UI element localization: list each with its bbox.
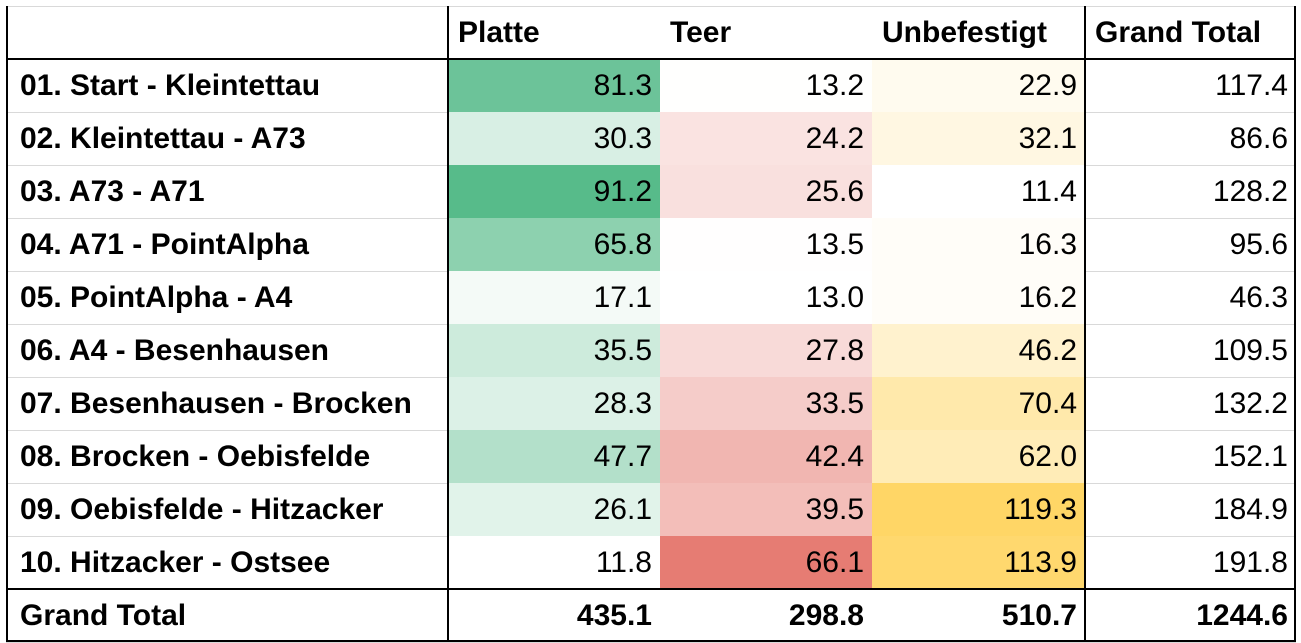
value-cell[interactable]: 32.1 <box>872 112 1085 165</box>
value-cell[interactable]: 39.5 <box>660 483 872 536</box>
border-left <box>6 6 8 642</box>
value-cell[interactable]: 13.2 <box>660 59 872 112</box>
row-label[interactable]: 07. Besenhausen - Brocken <box>20 387 412 420</box>
header-cell[interactable]: Platte <box>458 16 540 49</box>
value-cell[interactable]: 16.2 <box>872 271 1085 324</box>
row-total-cell[interactable]: 184.9 <box>1212 493 1288 526</box>
header-cell[interactable]: Unbefestigt <box>882 16 1047 49</box>
value-cell[interactable]: 17.1 <box>448 271 660 324</box>
row-label[interactable]: 06. A4 - Besenhausen <box>20 334 330 367</box>
row-label[interactable]: 05. PointAlpha - A4 <box>20 281 293 314</box>
row-label[interactable]: 04. A71 - PointAlpha <box>20 228 309 261</box>
grand-total-cell[interactable]: 510.7 <box>1001 599 1077 632</box>
border-header <box>6 58 1296 60</box>
value-cell[interactable]: 113.9 <box>872 536 1085 589</box>
value-cell[interactable]: 46.2 <box>872 324 1085 377</box>
row-total-cell[interactable]: 128.2 <box>1212 175 1288 208</box>
row-label[interactable]: 08. Brocken - Oebisfelde <box>20 440 371 473</box>
value-cell[interactable]: 70.4 <box>872 377 1085 430</box>
value-cell[interactable]: 11.8 <box>448 536 660 589</box>
row-label[interactable]: 03. A73 - A71 <box>20 175 205 208</box>
grand-total-label[interactable]: Grand Total <box>20 599 187 632</box>
row-total-cell[interactable]: 191.8 <box>1212 546 1288 579</box>
value-cell[interactable]: 66.1 <box>660 536 872 589</box>
header-cell[interactable]: Teer <box>670 16 732 49</box>
value-cell[interactable]: 28.3 <box>448 377 660 430</box>
value-cell[interactable]: 16.3 <box>872 218 1085 271</box>
value-cell[interactable]: 119.3 <box>872 483 1085 536</box>
value-cell[interactable]: 11.4 <box>872 165 1085 218</box>
value-cell[interactable]: 33.5 <box>660 377 872 430</box>
value-cell[interactable]: 13.0 <box>660 271 872 324</box>
border-right <box>1294 6 1296 642</box>
border-total-col <box>1084 6 1086 642</box>
value-cell[interactable]: 30.3 <box>448 112 660 165</box>
row-total-cell[interactable]: 95.6 <box>1229 228 1288 261</box>
value-cell[interactable]: 24.2 <box>660 112 872 165</box>
value-cell[interactable]: 35.5 <box>448 324 660 377</box>
header-cell[interactable] <box>6 6 448 59</box>
value-cell[interactable]: 81.3 <box>448 59 660 112</box>
border-bottom <box>6 640 1296 642</box>
border-label-col <box>447 6 449 642</box>
grand-total-cell[interactable]: 1244.6 <box>1196 599 1288 632</box>
row-label[interactable]: 09. Oebisfelde - Hitzacker <box>20 493 384 526</box>
row-label[interactable]: 10. Hitzacker - Ostsee <box>20 546 331 579</box>
value-cell[interactable]: 13.5 <box>660 218 872 271</box>
value-cell[interactable]: 25.6 <box>660 165 872 218</box>
border-total-row <box>6 588 1296 590</box>
row-total-cell[interactable]: 152.1 <box>1212 440 1288 473</box>
value-cell[interactable]: 65.8 <box>448 218 660 271</box>
value-cell[interactable]: 91.2 <box>448 165 660 218</box>
row-total-cell[interactable]: 86.6 <box>1229 122 1288 155</box>
row-label[interactable]: 02. Kleintettau - A73 <box>20 122 306 155</box>
value-cell[interactable]: 47.7 <box>448 430 660 483</box>
value-cell[interactable]: 26.1 <box>448 483 660 536</box>
row-label[interactable]: 01. Start - Kleintettau <box>20 69 321 102</box>
grand-total-cell[interactable]: 435.1 <box>576 599 652 632</box>
value-cell[interactable]: 22.9 <box>872 59 1085 112</box>
header-cell[interactable]: Grand Total <box>1095 16 1262 49</box>
row-total-cell[interactable]: 109.5 <box>1212 334 1288 367</box>
grid-hline <box>6 6 1296 7</box>
row-total-cell[interactable]: 117.4 <box>1215 69 1288 102</box>
value-cell[interactable]: 62.0 <box>872 430 1085 483</box>
value-cell[interactable]: 27.8 <box>660 324 872 377</box>
row-total-cell[interactable]: 132.2 <box>1212 387 1288 420</box>
row-total-cell[interactable]: 46.3 <box>1229 281 1288 314</box>
grand-total-cell[interactable]: 298.8 <box>788 599 864 632</box>
value-cell[interactable]: 42.4 <box>660 430 872 483</box>
